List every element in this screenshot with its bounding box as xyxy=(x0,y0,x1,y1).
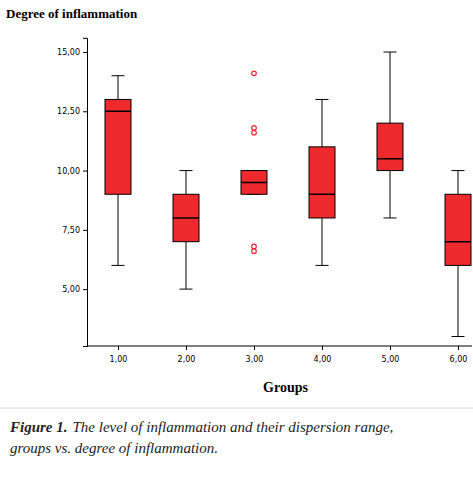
box xyxy=(105,99,131,194)
x-tick-mark xyxy=(118,346,119,350)
lower-whisker xyxy=(458,265,459,336)
x-tick-label: 1,00 xyxy=(110,355,128,364)
min-cap xyxy=(180,289,193,290)
caption: Figure 1. The level of inflammation and t… xyxy=(9,419,393,456)
y-tick-mark xyxy=(83,111,87,112)
upper-whisker xyxy=(186,171,187,195)
outlier xyxy=(252,249,257,254)
y-axis-title: Degree of inflammation xyxy=(6,6,138,21)
lower-whisker xyxy=(118,194,119,265)
y-tick: 15,00 xyxy=(57,48,87,57)
x-tick-mark xyxy=(322,346,323,350)
boxes xyxy=(105,52,471,336)
outlier xyxy=(252,130,257,135)
x-tick-mark xyxy=(254,346,255,350)
box xyxy=(173,194,199,241)
box-plot xyxy=(241,71,267,253)
x-tick: 3,00 xyxy=(246,346,264,364)
outlier xyxy=(252,244,257,249)
median xyxy=(173,217,199,219)
median xyxy=(105,111,131,113)
max-cap xyxy=(316,99,329,100)
caption-label: Figure 1. xyxy=(9,419,68,435)
y-tick-label: 5,00 xyxy=(62,285,80,294)
x-tick-label: 4,00 xyxy=(314,355,332,364)
x-tick-label: 5,00 xyxy=(382,355,400,364)
y-tick-label: 15,00 xyxy=(57,48,80,57)
x-tick-mark xyxy=(458,346,459,350)
caption-line: The level of inflammation and their disp… xyxy=(73,419,394,435)
box xyxy=(377,123,403,170)
y-tick: 10,00 xyxy=(57,167,87,176)
box-plot xyxy=(309,99,335,265)
box-plot xyxy=(377,52,403,218)
y-tick-label: 12,50 xyxy=(57,107,80,116)
median xyxy=(445,241,471,243)
lower-whisker xyxy=(322,218,323,265)
max-cap xyxy=(180,170,193,171)
min-cap xyxy=(452,336,465,337)
x-axis-title: Groups xyxy=(263,380,308,395)
max-cap xyxy=(384,52,397,53)
y-tick: 12,50 xyxy=(57,107,87,116)
upper-whisker xyxy=(322,99,323,146)
x-axis: 1,00 2,00 3,00 4,00 5,00 6,00 xyxy=(87,346,472,364)
box xyxy=(445,194,471,265)
box-plot xyxy=(173,171,199,290)
separator xyxy=(0,408,473,409)
x-tick-label: 6,00 xyxy=(450,355,468,364)
x-tick-mark xyxy=(186,346,187,350)
y-tick: 7,50 xyxy=(62,226,87,235)
min-cap xyxy=(384,217,397,218)
caption-line: groups vs. degree of inflammation. xyxy=(10,440,218,456)
y-axis: 5,00 7,50 10,00 12,50 15,00 xyxy=(57,38,87,346)
upper-whisker xyxy=(458,171,459,195)
max-cap xyxy=(452,170,465,171)
y-tick: 5,00 xyxy=(62,285,87,294)
box-plot xyxy=(445,171,471,337)
y-tick-mark xyxy=(83,52,87,53)
min-cap xyxy=(112,265,125,266)
box xyxy=(241,171,267,195)
min-cap xyxy=(316,265,329,266)
x-tick: 2,00 xyxy=(178,346,196,364)
x-tick-label: 3,00 xyxy=(246,355,264,364)
max-cap xyxy=(112,75,125,76)
lower-whisker xyxy=(390,171,391,218)
median xyxy=(377,158,403,160)
y-axis-line xyxy=(83,38,88,346)
lower-whisker xyxy=(186,242,187,289)
upper-whisker xyxy=(390,52,391,123)
upper-whisker xyxy=(118,76,119,100)
outlier xyxy=(252,71,257,76)
x-axis-line xyxy=(87,346,472,347)
outlier xyxy=(252,126,257,131)
x-tick: 4,00 xyxy=(314,346,332,364)
y-tick-label: 7,50 xyxy=(62,226,80,235)
y-tick-mark xyxy=(83,289,87,290)
x-tick: 6,00 xyxy=(450,346,468,364)
median xyxy=(309,194,335,196)
y-tick-label: 10,00 xyxy=(57,167,80,176)
x-tick-mark xyxy=(390,346,391,350)
box-plot xyxy=(105,76,131,266)
x-tick: 5,00 xyxy=(382,346,400,364)
median xyxy=(241,182,267,184)
chart: Degree of inflammation 5,00 7,50 10,00 12,50… xyxy=(0,0,473,489)
y-tick-mark xyxy=(83,230,87,231)
x-tick: 1,00 xyxy=(110,346,128,364)
y-tick-mark xyxy=(83,171,87,172)
box xyxy=(309,147,335,218)
x-tick-label: 2,00 xyxy=(178,355,196,364)
